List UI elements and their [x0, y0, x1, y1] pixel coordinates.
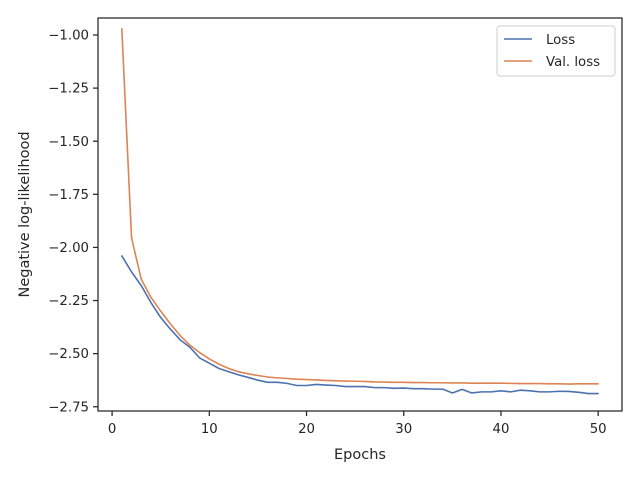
plot-area: [97, 17, 623, 412]
y-tick-label: −2.25: [48, 294, 89, 309]
series-layer: [121, 27, 599, 395]
legend-label-val-loss: Val. loss: [546, 55, 600, 70]
axes-frame: [97, 17, 623, 412]
y-tick-label: −1.00: [48, 29, 89, 44]
series-line-loss: [121, 255, 599, 395]
x-tick-label: 20: [298, 422, 315, 437]
legend: Loss Val. loss: [496, 25, 616, 77]
y-tick-label: −1.75: [48, 188, 89, 203]
x-tick-label: 50: [590, 422, 607, 437]
x-tick-label: 30: [395, 422, 412, 437]
y-tick-label: −1.25: [48, 82, 89, 97]
y-tick-label: −1.50: [48, 135, 89, 150]
x-axis-ticks: 0 10 20 30 40 50: [108, 411, 607, 437]
x-tick-label: 40: [493, 422, 510, 437]
y-axis-ticks: −1.00 −1.25 −1.50 −1.75 −2.00 −2.25 −2.50 −2.75: [48, 29, 98, 415]
x-tick-label: 0: [108, 422, 116, 437]
y-axis-label: Negative log-likelihood: [17, 131, 33, 297]
y-tick-label: −2.00: [48, 241, 89, 256]
y-tick-label: −2.75: [48, 400, 89, 415]
legend-label-loss: Loss: [546, 33, 575, 48]
series-line-val-loss: [121, 27, 599, 385]
x-tick-label: 10: [201, 422, 218, 437]
x-axis-label: Epochs: [334, 447, 386, 463]
y-tick-label: −2.50: [48, 347, 89, 362]
